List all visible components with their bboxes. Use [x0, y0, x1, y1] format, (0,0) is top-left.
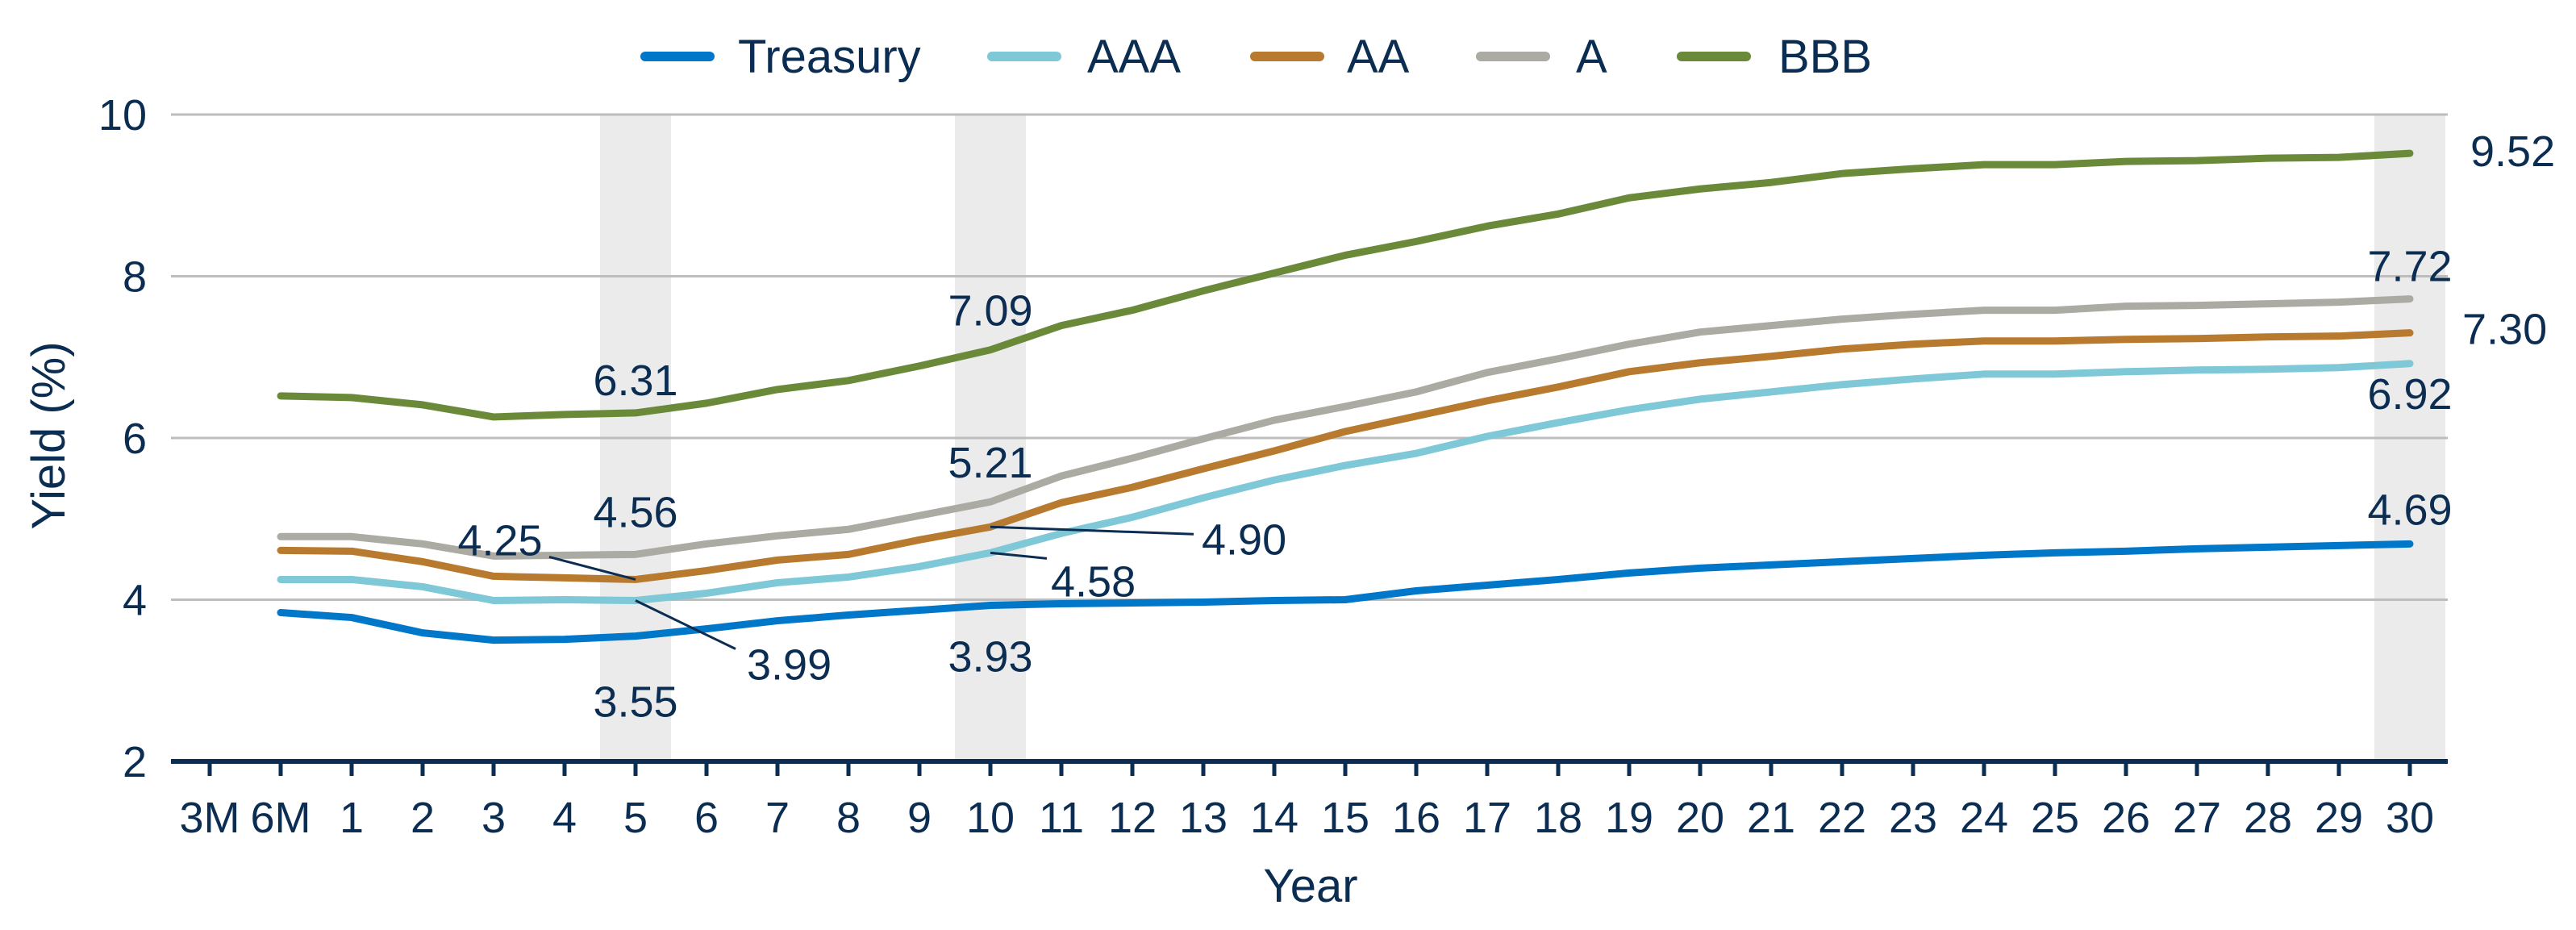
y-tick-label: 2	[123, 738, 147, 786]
x-tick-label: 13	[1179, 794, 1228, 842]
legend-label-bbb: BBB	[1778, 31, 1872, 83]
x-tick-label: 10	[966, 794, 1015, 842]
y-axis-ticks: 2 4 6 8 10	[98, 91, 147, 786]
data-labels: 6.31 7.09 5.21 4.25 4.56 4.90 4.58 3.99 3.55 3.93…	[457, 127, 2555, 726]
x-tick-label: 12	[1108, 794, 1157, 842]
x-tick-label: 20	[1676, 794, 1724, 842]
leader-line	[635, 599, 736, 650]
x-tick-label: 29	[2315, 794, 2363, 842]
leader-line	[990, 525, 1194, 536]
series-line-bbb	[277, 149, 2414, 421]
data-label: 7.30	[2462, 306, 2547, 354]
x-tick-label: 2	[411, 794, 435, 842]
data-label: 4.25	[457, 516, 542, 565]
data-label: 6.92	[2367, 370, 2452, 419]
legend-label-a: A	[1576, 31, 1607, 83]
y-axis-label: Yield (%)	[23, 341, 75, 529]
x-tick-label: 9	[907, 794, 932, 842]
leader-line	[548, 555, 636, 581]
data-label: 9.52	[2470, 127, 2555, 176]
series-line-treasury	[277, 540, 2414, 644]
y-tick-label: 10	[98, 91, 147, 140]
y-tick-label: 8	[123, 253, 147, 302]
x-tick-label: 6	[694, 794, 719, 842]
x-tick-label: 25	[2031, 794, 2079, 842]
x-axis-label: Year	[1263, 860, 1357, 912]
x-tick-label: 6M	[250, 794, 311, 842]
x-tick-label: 17	[1463, 794, 1511, 842]
x-tick-label: 1	[340, 794, 364, 842]
y-tick-label: 4	[123, 577, 147, 625]
x-tick-label: 22	[1818, 794, 1866, 842]
data-label: 7.72	[2367, 243, 2452, 291]
x-tick-label: 5	[623, 794, 648, 842]
x-tick-label: 21	[1747, 794, 1795, 842]
x-tick-label: 8	[836, 794, 861, 842]
x-tick-label: 3	[481, 794, 506, 842]
data-label: 6.31	[593, 357, 677, 405]
x-axis: 3M 6M 1 2 3 4 5 6 7 8 9 10 11 12 13 14 15 16 17 18 19 20 21 22 2…	[171, 759, 2448, 842]
x-tick-label: 26	[2102, 794, 2150, 842]
x-tick-label: 11	[1039, 794, 1084, 842]
x-tick-label: 30	[2386, 794, 2434, 842]
legend-label-treasury: Treasury	[738, 31, 921, 83]
x-tick-label: 27	[2173, 794, 2221, 842]
series-line-a	[277, 295, 2414, 560]
data-label: 3.99	[747, 641, 832, 690]
data-label: 4.58	[1051, 557, 1136, 606]
data-label: 4.90	[1202, 515, 1286, 564]
x-tick-label: 16	[1392, 794, 1440, 842]
data-label: 3.93	[948, 633, 1032, 682]
legend-label-aa: AA	[1347, 31, 1410, 83]
legend: Treasury AAA AA A BBB	[640, 31, 1872, 83]
data-label: 4.69	[2367, 486, 2452, 534]
x-tick-label: 15	[1321, 794, 1369, 842]
x-tick-label: 4	[552, 794, 577, 842]
data-label: 3.55	[593, 678, 677, 727]
x-tick-label: 18	[1534, 794, 1582, 842]
x-tick-label: 7	[765, 794, 790, 842]
x-tick-label: 24	[1960, 794, 2008, 842]
leader-line	[990, 551, 1048, 560]
data-label: 5.21	[948, 439, 1032, 487]
legend-label-aaa: AAA	[1087, 31, 1181, 83]
x-tick-label: 23	[1889, 794, 1937, 842]
x-tick-label: 28	[2244, 794, 2292, 842]
x-tick-label: 3M	[179, 794, 240, 842]
y-tick-label: 6	[123, 415, 147, 463]
x-tick-label: 14	[1250, 794, 1298, 842]
data-label: 4.56	[593, 488, 677, 536]
data-label: 7.09	[948, 287, 1032, 336]
x-tick-label: 19	[1605, 794, 1653, 842]
